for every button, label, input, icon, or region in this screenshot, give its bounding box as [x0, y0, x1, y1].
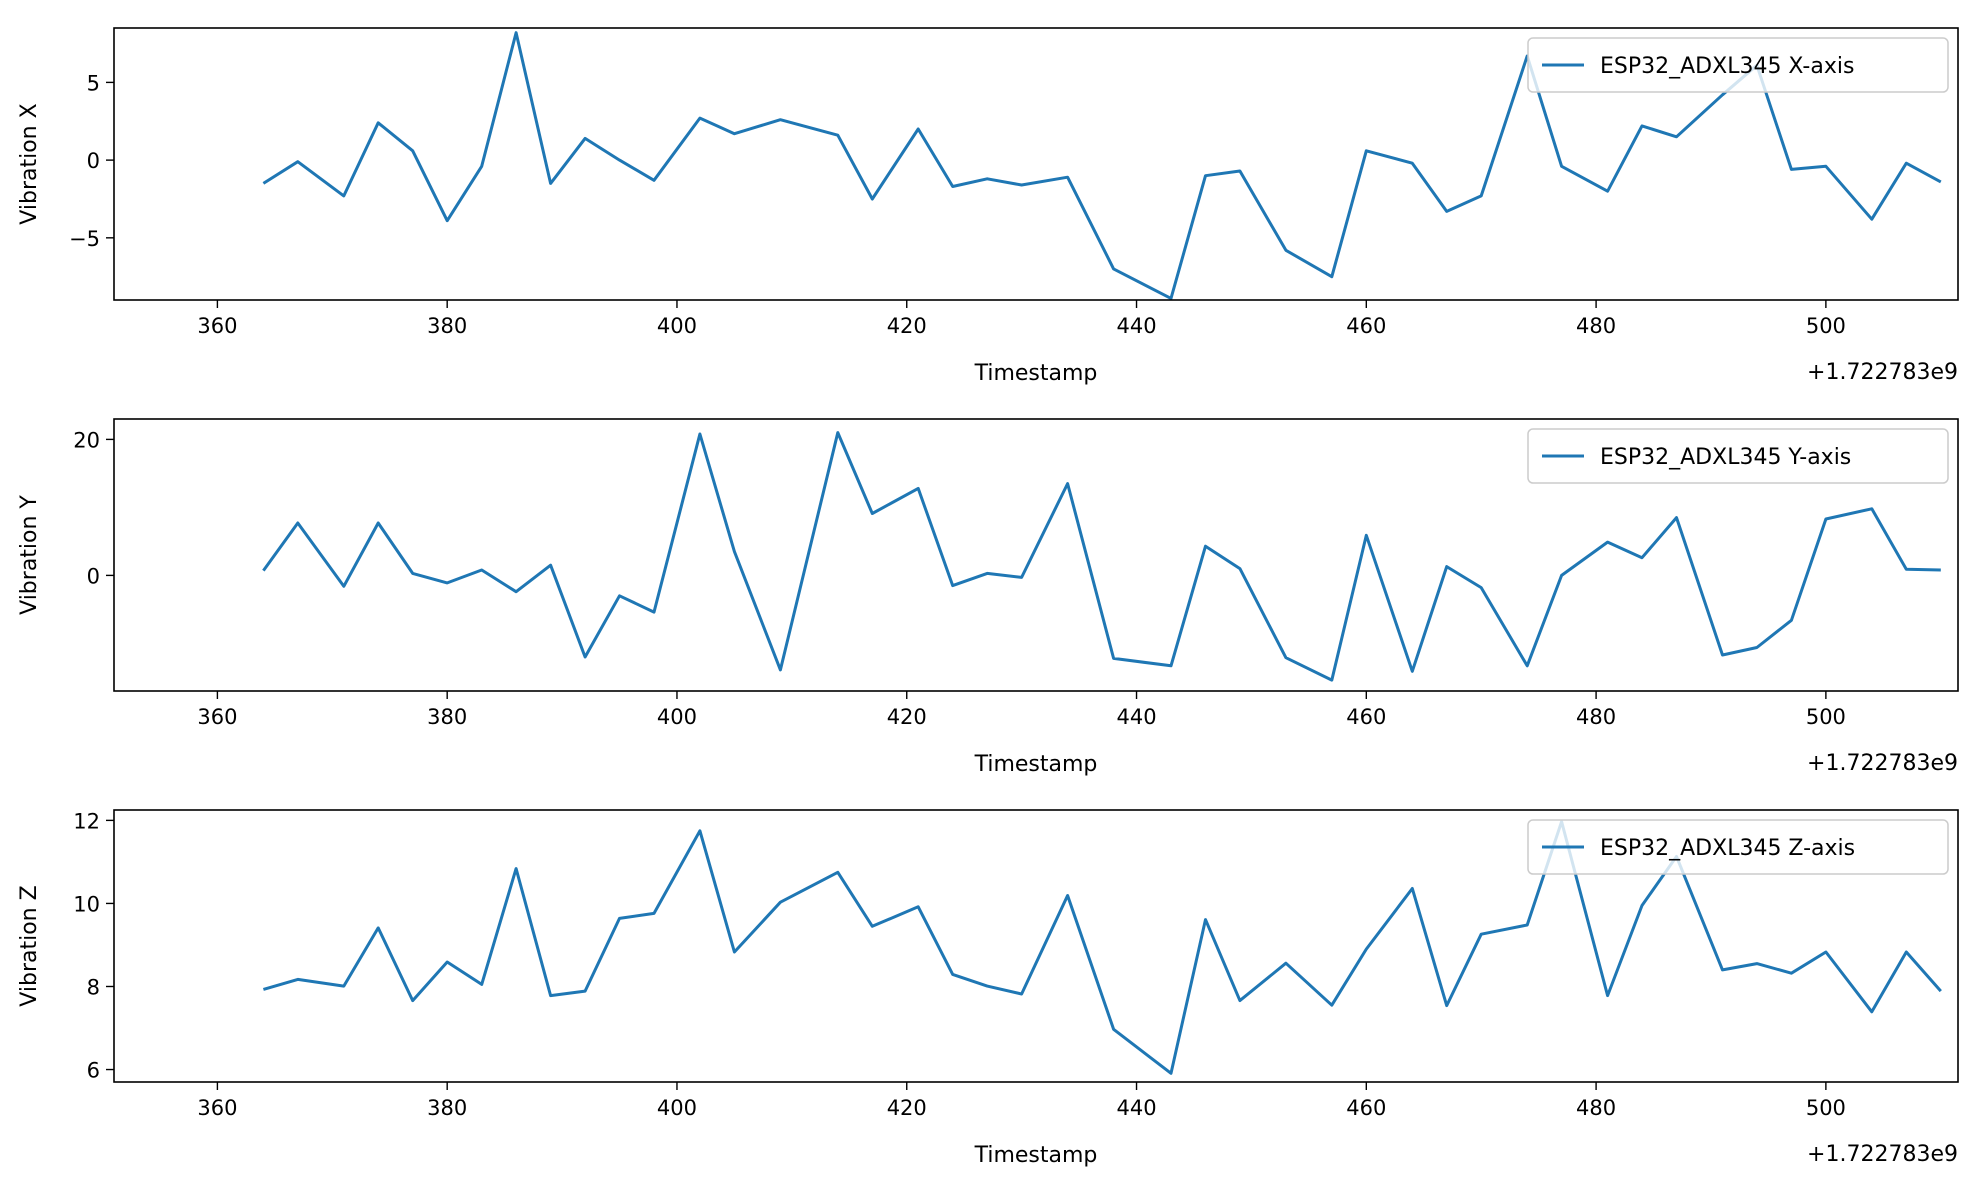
chart-z-x-tick-label: 380	[427, 1096, 467, 1120]
chart-z-y-tick-label: 6	[87, 1059, 100, 1083]
chart-y-x-tick-label: 500	[1806, 705, 1846, 729]
chart-z-x-tick-label: 360	[197, 1096, 237, 1120]
chart-x-x-tick-label: 420	[887, 314, 927, 338]
chart-x-x-tick-label: 400	[657, 314, 697, 338]
chart-x-x-tick-label: 460	[1346, 314, 1386, 338]
chart-y-x-tick-label: 420	[887, 705, 927, 729]
chart-x-y-tick-label: 0	[87, 149, 100, 173]
chart-z-x-offset-label: +1.722783e9	[1807, 1142, 1958, 1167]
chart-y-x-tick-label: 400	[657, 705, 697, 729]
chart-z-legend-label: ESP32_ADXL345 Z-axis	[1600, 836, 1855, 861]
chart-y-x-offset-label: +1.722783e9	[1807, 751, 1958, 776]
chart-x-legend-box	[1527, 37, 1949, 93]
chart-x-x-axis-label: Timestamp	[974, 361, 1098, 386]
chart-y-y-tick-label: 0	[87, 564, 100, 588]
chart-y-legend-label: ESP32_ADXL345 Y-axis	[1600, 445, 1851, 470]
chart-y-x-tick-label: 480	[1576, 705, 1616, 729]
chart-z-y-tick-label: 8	[87, 975, 100, 999]
chart-z: 360 380 400 420 440 460 480 500 6 8 10 12 Timestamp +…	[17, 809, 1959, 1168]
chart-z-x-axis-label: Timestamp	[974, 1143, 1098, 1168]
chart-z-legend: ESP32_ADXL345 Z-axis	[1527, 819, 1949, 875]
chart-x-x-tick-label: 480	[1576, 314, 1616, 338]
chart-x-y-tick-label: 5	[87, 71, 100, 95]
chart-z-y-tick-label: 10	[73, 892, 100, 916]
chart-z-y-tick-label: 12	[73, 809, 100, 833]
chart-x-x-tick-label: 500	[1806, 314, 1846, 338]
chart-y-legend-box	[1527, 428, 1949, 484]
chart-y-x-tick-label: 440	[1116, 705, 1156, 729]
chart-z-x-tick-label: 500	[1806, 1096, 1846, 1120]
chart-z-x-tick-label: 400	[657, 1096, 697, 1120]
chart-z-x-tick-label: 420	[887, 1096, 927, 1120]
chart-y-x-tick-label: 380	[427, 705, 467, 729]
chart-y-axes-frame	[113, 418, 1959, 692]
chart-x-legend: ESP32_ADXL345 X-axis	[1527, 37, 1949, 93]
chart-y-y-tick-label: 20	[73, 428, 100, 452]
chart-z-x-tick-label: 460	[1346, 1096, 1386, 1120]
chart-z-x-tick-label: 440	[1116, 1096, 1156, 1120]
chart-y-y-axis-label: Vibration Y	[17, 495, 42, 615]
chart-z-axes-frame	[113, 809, 1959, 1083]
chart-z-legend-box	[1527, 819, 1949, 875]
chart-y: 360 380 400 420 440 460 480 500 0 20 Timestamp +1.7…	[17, 418, 1959, 777]
chart-x-x-tick-label: 380	[427, 314, 467, 338]
chart-y-x-axis-label: Timestamp	[974, 752, 1098, 777]
chart-x-x-tick-label: 360	[197, 314, 237, 338]
chart-y-series-line	[262, 431, 1941, 682]
chart-z-y-axis-label: Vibration Z	[17, 885, 42, 1006]
chart-x-series-line	[262, 31, 1942, 300]
chart-y-x-tick-label: 360	[197, 705, 237, 729]
chart-x-x-offset-label: +1.722783e9	[1807, 360, 1958, 385]
chart-x: 360 380 400 420 440 460 480 500 −5 0 5 Timestamp +1.…	[17, 27, 1959, 386]
chart-y-x-tick-label: 460	[1346, 705, 1386, 729]
chart-x-y-tick-label: −5	[69, 227, 100, 251]
chart-x-x-tick-label: 440	[1116, 314, 1156, 338]
chart-x-axes-frame	[113, 27, 1959, 301]
chart-x-y-axis-label: Vibration X	[17, 103, 42, 224]
chart-z-x-tick-label: 480	[1576, 1096, 1616, 1120]
chart-y-legend: ESP32_ADXL345 Y-axis	[1527, 428, 1949, 484]
chart-x-legend-label: ESP32_ADXL345 X-axis	[1600, 54, 1854, 79]
